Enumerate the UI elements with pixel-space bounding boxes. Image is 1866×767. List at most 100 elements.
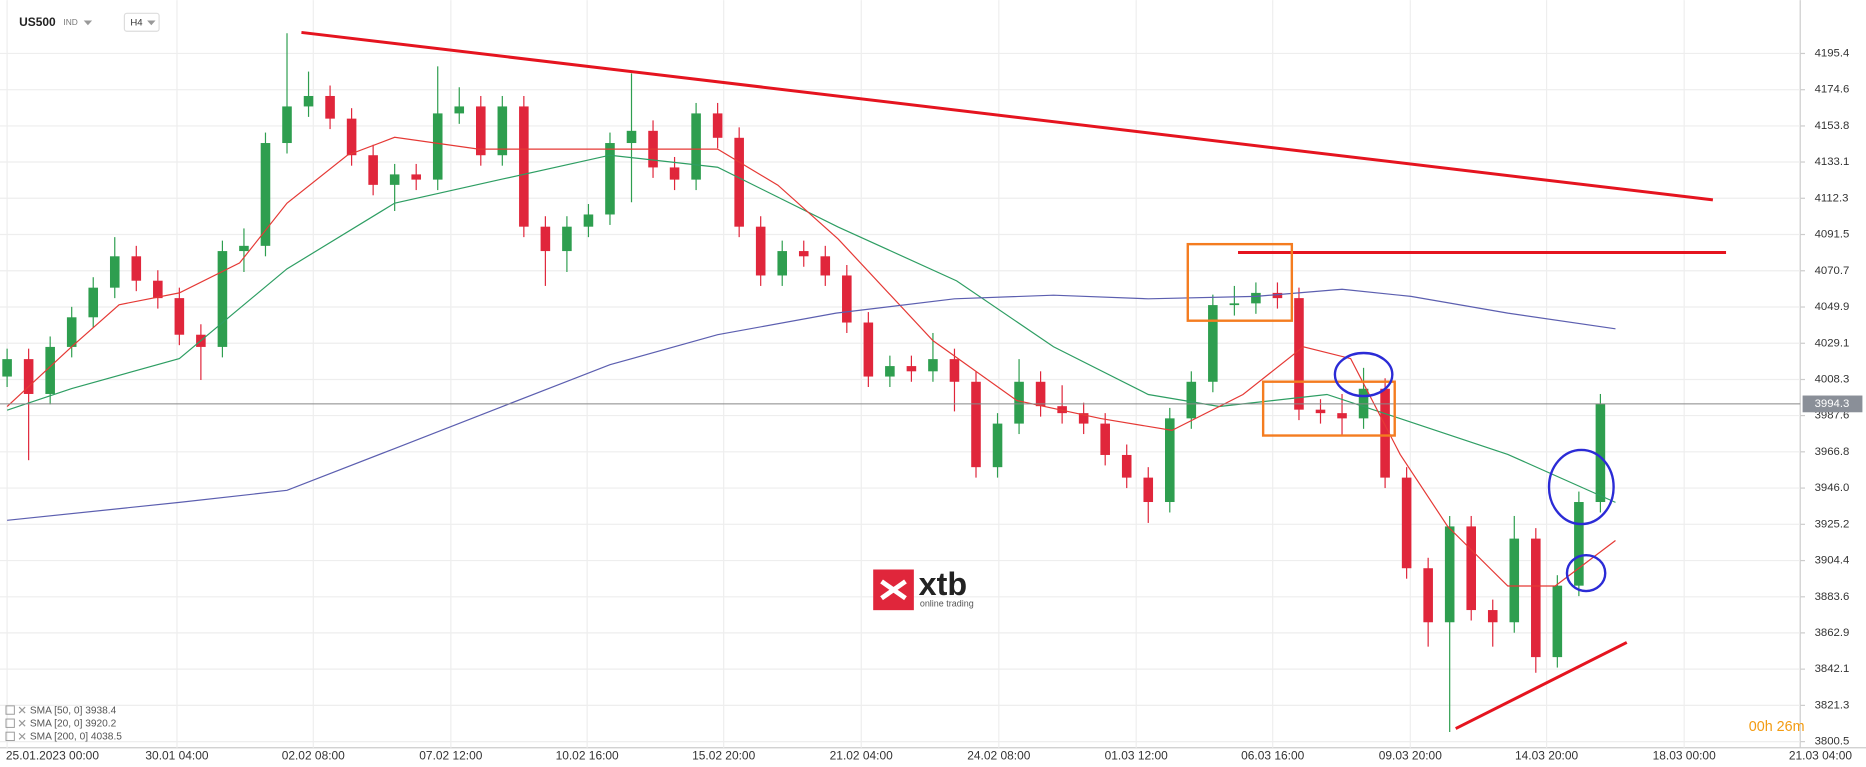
candle-body xyxy=(1272,292,1283,299)
timeframe: H4 xyxy=(130,17,143,28)
candle-body xyxy=(411,174,421,180)
timeframe-selector[interactable] xyxy=(123,12,160,32)
candle-body xyxy=(755,226,766,276)
x-tick-label: 09.03 20:00 xyxy=(1379,748,1442,762)
y-tick-label: 4049.9 xyxy=(1815,301,1850,313)
candle-body xyxy=(260,143,271,246)
candle-body xyxy=(1014,381,1024,424)
candle-body xyxy=(303,95,314,107)
candle-body xyxy=(949,359,960,382)
candle-body xyxy=(1509,538,1520,623)
x-tick-label: 07.02 12:00 xyxy=(419,748,482,762)
legend-remove[interactable] xyxy=(18,719,26,727)
x-tick-label: 10.02 16:00 xyxy=(556,748,619,762)
candle-body xyxy=(23,359,34,394)
candle-body xyxy=(798,251,809,257)
candle-body xyxy=(1531,538,1541,658)
candle-body xyxy=(691,113,701,180)
last-price-tag xyxy=(1802,395,1863,413)
legend-label: SMA [20, 0] 3920.2 xyxy=(30,718,117,729)
candle-body xyxy=(1423,568,1433,623)
candle-body xyxy=(842,275,852,323)
candle-body xyxy=(562,226,572,252)
candle-body xyxy=(1121,454,1132,478)
y-tick-label: 3925.2 xyxy=(1815,518,1850,530)
legend-icon xyxy=(5,718,15,728)
y-tick-label: 3966.8 xyxy=(1815,446,1850,458)
x-tick-label: 06.03 16:00 xyxy=(1241,748,1304,762)
candle-body xyxy=(777,251,788,276)
candle-body xyxy=(1487,610,1498,623)
candle-body xyxy=(863,322,874,377)
highlight-box xyxy=(1261,380,1396,437)
y-tick-label: 3987.6 xyxy=(1815,410,1850,422)
logo-tagline: online trading xyxy=(920,599,974,609)
candle-body xyxy=(2,359,12,377)
y-tick-label: 3862.9 xyxy=(1815,627,1850,639)
legend-remove[interactable] xyxy=(18,732,26,740)
candle-body xyxy=(583,214,594,227)
candle-body xyxy=(1251,292,1261,304)
legend: SMA [50, 0] 3938.4 SMA [20, 0] 3920.2 SMA … xyxy=(5,705,122,743)
candle-body xyxy=(476,106,486,156)
last-price-label: 3994.3 xyxy=(1815,398,1850,410)
candle-body xyxy=(906,366,917,372)
x-tick-label: 24.02 08:00 xyxy=(967,748,1030,762)
candle-body xyxy=(497,106,508,156)
candle-body xyxy=(153,280,163,299)
candle-body xyxy=(389,174,400,185)
candle-body xyxy=(368,155,378,185)
candle-body xyxy=(1229,303,1240,306)
x-tick-label: 02.02 08:00 xyxy=(282,748,345,762)
candle-body xyxy=(605,143,615,215)
candle-body xyxy=(217,251,228,347)
candle-body xyxy=(1208,305,1218,382)
trendline xyxy=(301,30,1714,202)
legend-remove[interactable] xyxy=(18,706,26,714)
candle-body xyxy=(540,226,551,252)
candle-body xyxy=(66,317,77,347)
candle-body xyxy=(820,256,831,276)
x-tick-label: 30.01 04:00 xyxy=(145,748,208,762)
legend-label: SMA [200, 0] 4038.5 xyxy=(30,732,122,743)
candle-body xyxy=(346,118,357,156)
candle-body xyxy=(1401,477,1412,569)
symbol: US500 xyxy=(19,15,56,29)
candle-body xyxy=(45,346,55,394)
candle-body xyxy=(432,113,443,180)
y-tick-label: 4091.5 xyxy=(1815,229,1850,241)
y-tick-label: 3883.6 xyxy=(1815,591,1850,603)
candle-body xyxy=(239,245,249,252)
candle-body xyxy=(174,298,185,335)
y-tick-label: 4029.1 xyxy=(1815,337,1850,349)
candle-body xyxy=(325,95,335,119)
candle-body xyxy=(1078,413,1089,424)
candle-body xyxy=(109,256,120,288)
y-tick-label: 4133.1 xyxy=(1815,156,1850,168)
y-tick-label: 3946.0 xyxy=(1815,482,1850,494)
highlight-circle xyxy=(1333,351,1394,398)
candle-body xyxy=(928,359,938,372)
dropdown-arrow xyxy=(147,20,156,26)
candle-body xyxy=(519,106,529,227)
legend-icon xyxy=(5,705,15,715)
y-tick-label: 4112.3 xyxy=(1815,192,1849,204)
candle-body xyxy=(1574,502,1584,586)
highlight-box xyxy=(1186,242,1294,322)
y-tick-label: 3800.5 xyxy=(1815,736,1850,748)
y-tick-label: 4174.6 xyxy=(1815,84,1850,96)
y-tick-label: 4070.7 xyxy=(1815,265,1850,277)
candle-body xyxy=(1035,381,1046,407)
market: IND xyxy=(63,17,77,27)
candle-body xyxy=(712,113,723,138)
legend-icon xyxy=(5,731,15,742)
x-tick-label: 01.03 12:00 xyxy=(1105,748,1168,762)
candle-body xyxy=(992,423,1003,468)
y-tick-label: 3842.1 xyxy=(1815,663,1850,675)
dropdown-arrow xyxy=(83,20,93,26)
y-tick-label: 4195.4 xyxy=(1815,47,1850,59)
candle-body xyxy=(1143,477,1154,503)
candle-body xyxy=(626,130,637,144)
